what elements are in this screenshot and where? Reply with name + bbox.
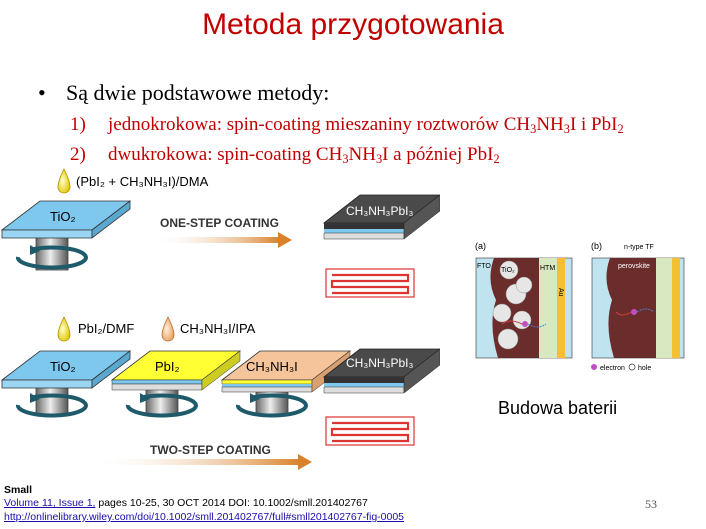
perovskite-label: CH₃NH₃PbI₃ bbox=[346, 356, 413, 370]
item-text-part: I a później PbI bbox=[382, 144, 494, 165]
bullet-text: Są dwie podstawowe metody: bbox=[66, 80, 330, 105]
subscript: 3 bbox=[375, 152, 383, 167]
battery-caption: Budowa baterii bbox=[498, 398, 618, 418]
reference-journal: Small bbox=[4, 484, 33, 496]
page-number: 53 bbox=[645, 497, 657, 511]
reference-url-link[interactable]: http://onlinelibrary.wiley.com/doi/10.10… bbox=[4, 511, 405, 523]
electron-legend-label: electron bbox=[600, 365, 625, 372]
item-text-part: I i PbI bbox=[569, 114, 618, 135]
n-type-label: n-type TF bbox=[624, 244, 654, 251]
pbi2-solution-label: PbI₂/DMF bbox=[78, 321, 134, 336]
battery-structure-diagram: (a) FTO TiO₂ HTM Au (b) n-type TF perovs… bbox=[475, 241, 685, 372]
tio2-substrate: TiO₂ bbox=[0, 200, 132, 239]
coating-process-diagram: (PbI₂ + CH₃NH₃I)/DMA TiO₂ ONE-STEP COATI… bbox=[0, 168, 440, 470]
subscript: 2 bbox=[493, 152, 500, 167]
hole-legend-label: hole bbox=[638, 365, 651, 372]
item-text-part: NH bbox=[536, 114, 564, 135]
cell-diagram-a: FTO TiO₂ HTM Au bbox=[475, 257, 573, 359]
one-step-label: ONE-STEP COATING bbox=[160, 216, 279, 230]
item-text: jednokrokowa: spin-coating mieszaniny ro… bbox=[108, 114, 531, 135]
pbi2-layer: PbI₂ bbox=[110, 350, 242, 391]
perovskite-label: CH₃NH₃PbI₃ bbox=[346, 204, 413, 218]
tio2-label: TiO₂ bbox=[501, 267, 515, 274]
perovskite-film: CH₃NH₃PbI₃ bbox=[322, 194, 440, 240]
one-step-solution-label: (PbI₂ + CH₃NH₃I)/DMA bbox=[76, 174, 209, 189]
slide-title: Metoda przygotowania bbox=[202, 8, 504, 41]
process-arrow bbox=[150, 237, 280, 243]
fto-label: FTO bbox=[477, 263, 491, 270]
tio2-substrate: TiO₂ bbox=[0, 350, 132, 389]
subscript: 3 bbox=[530, 122, 537, 137]
item-number: 2) bbox=[70, 144, 86, 165]
process-arrow bbox=[90, 459, 300, 465]
film-morphology-icon bbox=[325, 268, 415, 298]
item-text-part: NH bbox=[348, 144, 376, 165]
method-item-one-step: 1) jednokrokowa: spin-coating mieszaniny … bbox=[70, 114, 624, 137]
volume-details: pages 10-25, 30 OCT 2014 DOI: 10.1002/sm… bbox=[95, 497, 368, 509]
hole-legend-icon bbox=[628, 363, 636, 371]
film-morphology-icon bbox=[325, 416, 415, 446]
bullet-marker: • bbox=[38, 80, 46, 105]
solution-drop-icon bbox=[57, 168, 71, 194]
method-item-two-step: 2) dwukrokowa: spin-coating CH3NH3I a póź… bbox=[70, 144, 500, 167]
au-label: Au bbox=[557, 288, 564, 297]
reference-volume: Volume 11, Issue 1, pages 10-25, 30 OCT … bbox=[4, 497, 368, 509]
perovskite-film: CH₃NH₃PbI₃ bbox=[322, 348, 440, 394]
solution-drop-icon bbox=[161, 316, 175, 342]
electron-legend-icon bbox=[591, 364, 597, 370]
mai-solution-label: CH₃NH₃I/IPA bbox=[180, 321, 256, 336]
subscript: 2 bbox=[617, 122, 624, 137]
volume-link[interactable]: Volume 11, Issue 1, bbox=[4, 497, 96, 509]
pbi2-label: PbI₂ bbox=[155, 359, 180, 374]
mai-label: CH₃NH₃I bbox=[246, 359, 298, 374]
item-number: 1) bbox=[70, 114, 86, 135]
item-text: dwukrokowa: spin-coating CH bbox=[108, 144, 343, 165]
cell-diagram-b: perovskite bbox=[591, 257, 685, 359]
two-step-label: TWO-STEP COATING bbox=[150, 443, 271, 457]
panel-a-label: (a) bbox=[475, 241, 486, 251]
perovskite-word-label: perovskite bbox=[618, 263, 650, 270]
solution-drop-icon bbox=[57, 316, 71, 342]
subscript: 3 bbox=[563, 122, 570, 137]
tio2-label: TiO₂ bbox=[50, 209, 76, 224]
htm-label: HTM bbox=[540, 265, 555, 272]
subscript: 3 bbox=[342, 152, 349, 167]
tio2-label: TiO₂ bbox=[50, 359, 76, 374]
panel-b-label: (b) bbox=[591, 241, 602, 251]
